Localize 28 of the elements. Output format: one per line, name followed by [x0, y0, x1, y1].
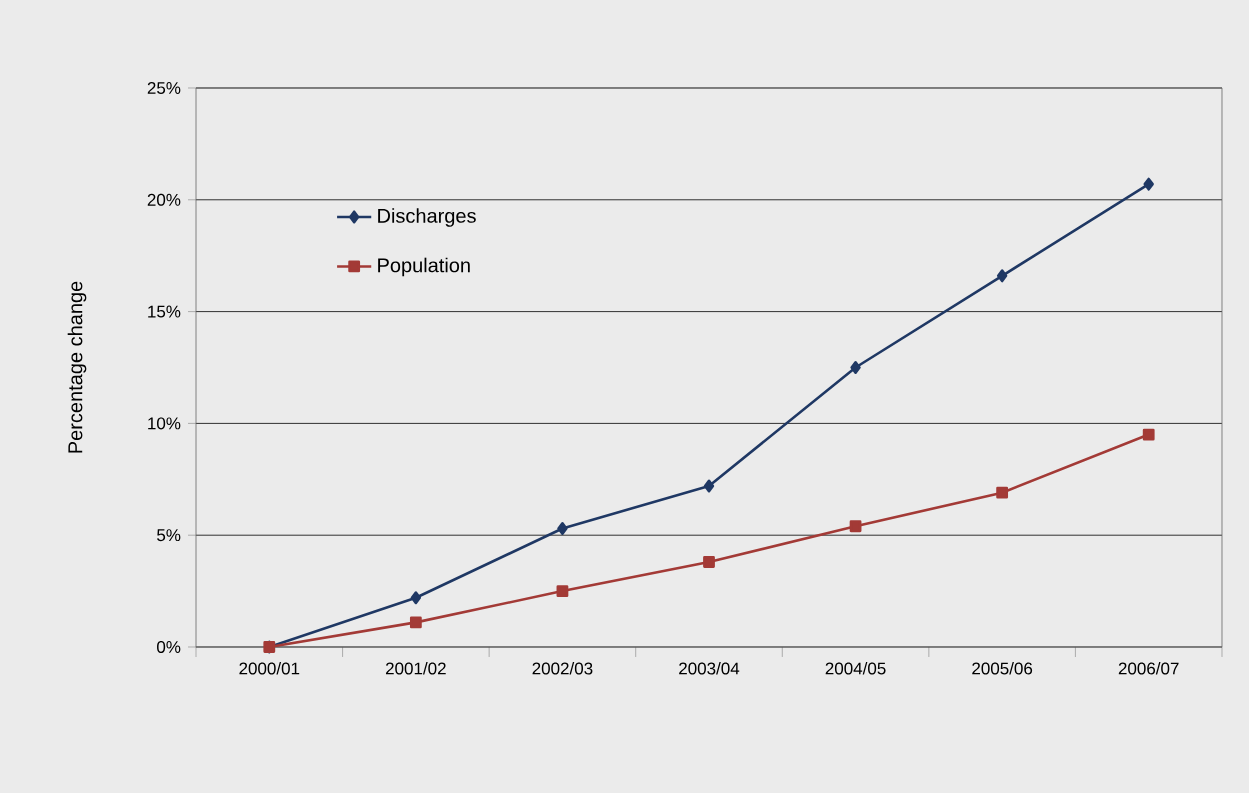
point [996, 269, 1008, 283]
point [410, 591, 422, 605]
x-tick-label: 2004/05 [825, 662, 886, 675]
x-tick-label: 2006/07 [1118, 662, 1179, 675]
point [849, 520, 862, 533]
point [996, 486, 1009, 499]
y-tick-label: 20% [147, 193, 181, 206]
point [703, 479, 715, 493]
point [409, 616, 422, 629]
point [556, 585, 569, 597]
y-tick-label: 25% [147, 81, 181, 94]
y-axis-title: Percentage change [67, 281, 87, 453]
y-tick-label: 15% [148, 305, 181, 318]
y-tick-label: 0% [157, 640, 181, 653]
point [1143, 177, 1154, 191]
x-tick-label: 2005/06 [972, 662, 1033, 675]
y-tick-label: 10% [148, 417, 181, 430]
legend-label: Discharges [378, 208, 476, 227]
point [1142, 428, 1155, 441]
point [557, 521, 568, 535]
point [703, 556, 715, 568]
x-tick-label: 2003/04 [679, 662, 740, 675]
x-tick-label: 2002/03 [532, 662, 593, 675]
legend-label: Population [378, 257, 470, 277]
point [850, 360, 861, 374]
y-tick-label: 5% [157, 529, 181, 542]
x-tick-label: 2001/02 [385, 662, 446, 675]
x-tick-label: 2000/01 [239, 662, 300, 675]
